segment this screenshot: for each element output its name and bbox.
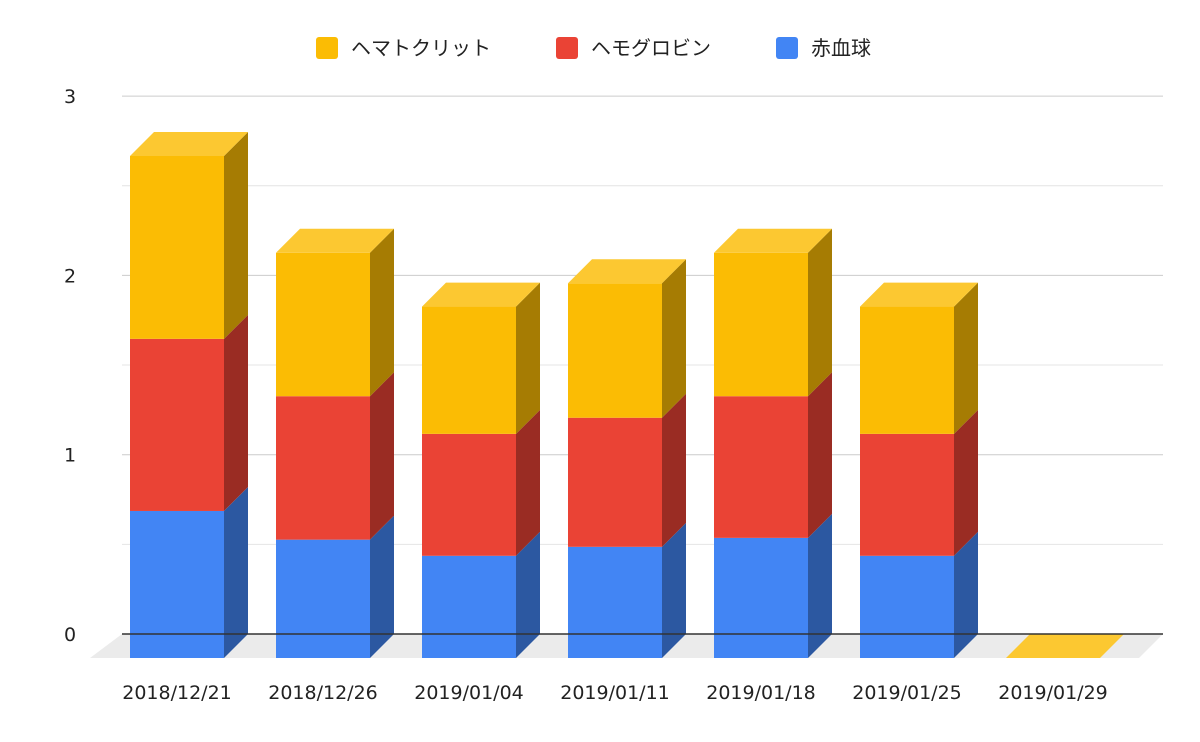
bar-stack <box>568 259 686 658</box>
x-tick-label: 2019/01/18 <box>706 682 816 704</box>
bar-segment-side <box>224 131 248 339</box>
legend-swatch <box>316 37 338 59</box>
bar-stack <box>714 228 832 658</box>
bar-top-face <box>130 131 248 156</box>
bar-segment-side <box>954 409 978 556</box>
y-tick-label: 2 <box>64 265 76 287</box>
legend-label: ヘマトクリット <box>351 36 491 60</box>
bar-top-face <box>568 259 686 284</box>
bar-stack <box>130 131 248 658</box>
bar-segment-front <box>568 546 662 658</box>
bar-segment-front <box>714 537 808 658</box>
bar-top-face <box>422 282 540 307</box>
bar-segment-side <box>808 513 832 658</box>
y-tick-label: 1 <box>64 445 76 467</box>
bar-segment-side <box>954 531 978 658</box>
x-tick-label: 2019/01/11 <box>560 682 670 704</box>
bar-top-face <box>1006 634 1124 658</box>
x-tick-label: 2019/01/04 <box>414 682 524 704</box>
bar-segment-front <box>276 252 370 397</box>
x-tick-label: 2019/01/29 <box>998 682 1108 704</box>
bar-segment-side <box>662 393 686 547</box>
bar-segment-front <box>714 396 808 538</box>
bar-segment-side <box>954 282 978 434</box>
bar-segment-front <box>130 338 224 511</box>
bar-segment-side <box>516 282 540 434</box>
legend-item[interactable]: ヘモグロビン <box>556 36 711 60</box>
legend-label: ヘモグロビン <box>591 36 711 60</box>
bar-segment-side <box>662 259 686 418</box>
y-tick-label: 0 <box>64 624 76 646</box>
x-tick-label: 2018/12/21 <box>122 682 232 704</box>
bar-segment-front <box>860 555 954 658</box>
bar-segment-front <box>130 155 224 339</box>
bar-segment-side <box>224 486 248 658</box>
bar-top-face <box>860 282 978 307</box>
bar-segment-side <box>808 228 832 397</box>
bar-segment-side <box>516 409 540 556</box>
bars <box>130 131 1124 658</box>
bar-segment-front <box>714 252 808 397</box>
legend-swatch <box>556 37 578 59</box>
bar-segment-front <box>422 555 516 658</box>
bar-segment-front <box>860 433 954 556</box>
x-tick-label: 2018/12/26 <box>268 682 378 704</box>
bar-segment-side <box>662 522 686 658</box>
bar-segment-side <box>516 531 540 658</box>
bar-top-face <box>276 228 394 253</box>
bar-top-face <box>714 228 832 253</box>
bar-segment-front <box>568 283 662 418</box>
x-tick-label: 2019/01/25 <box>852 682 962 704</box>
y-tick-label: 3 <box>64 86 76 108</box>
axes: 0 1 2 3 2018/12/21 2018/12/26 2019/01/04 2019/0… <box>64 86 1163 704</box>
bar-segment-side <box>370 515 394 658</box>
bar-segment-front <box>130 510 224 658</box>
bar-segment-front <box>422 433 516 556</box>
legend-swatch <box>776 37 798 59</box>
legend: ヘマトクリット ヘモグロビン 赤血球 <box>316 36 871 60</box>
legend-item[interactable]: ヘマトクリット <box>316 36 491 60</box>
legend-label: 赤血球 <box>811 36 871 60</box>
bar-segment-side <box>370 228 394 397</box>
bar-segment-front <box>860 306 954 434</box>
bar-segment-side <box>224 314 248 511</box>
bar-stack <box>422 282 540 658</box>
bar-segment-front <box>276 396 370 540</box>
bar-segment-side <box>808 372 832 538</box>
bar-segment-front <box>276 539 370 658</box>
legend-item[interactable]: 赤血球 <box>776 36 871 60</box>
bar-segment-front <box>568 417 662 547</box>
bar-stack <box>860 282 978 658</box>
bar-segment-side <box>370 372 394 540</box>
bar-stack <box>276 228 394 658</box>
bar-stack <box>1006 634 1124 658</box>
bar-segment-front <box>422 306 516 434</box>
